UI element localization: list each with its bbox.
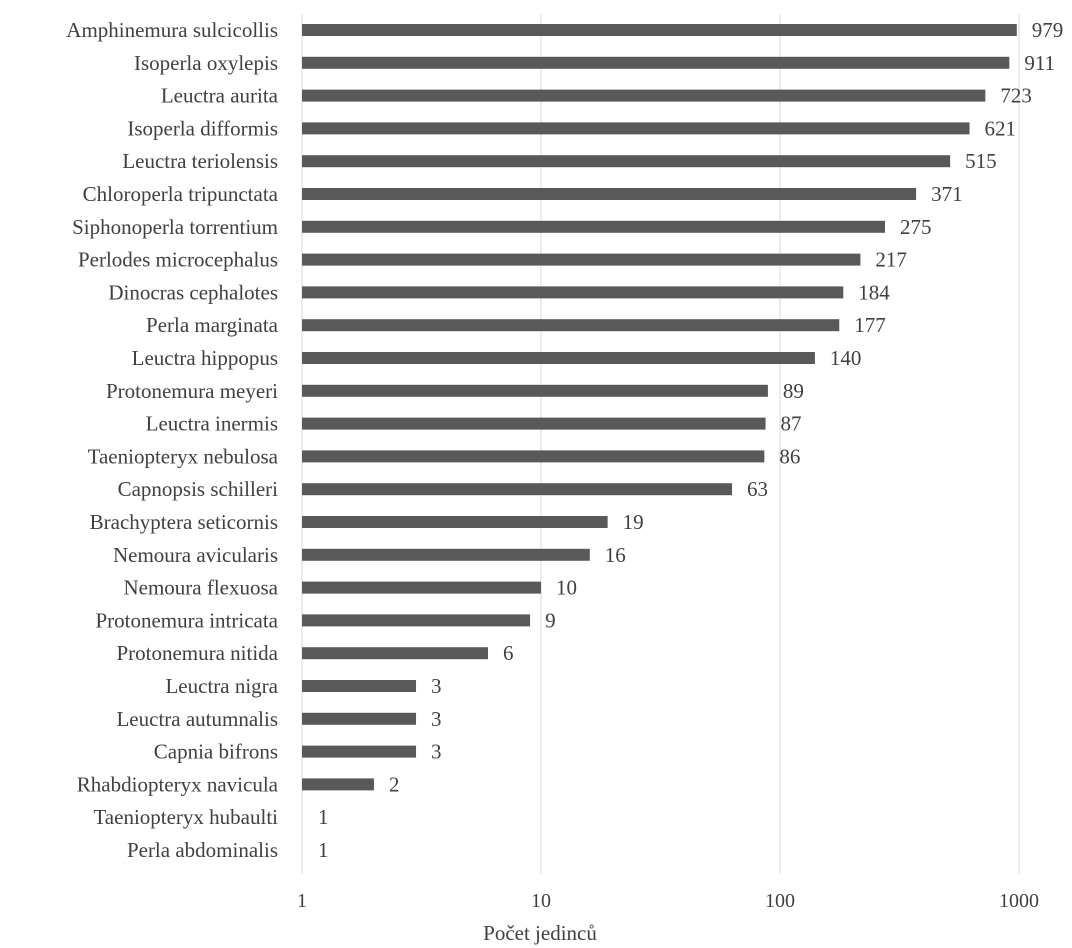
bar-value-label: 10 bbox=[556, 576, 577, 600]
category-label: Protonemura intricata bbox=[95, 608, 278, 632]
category-label: Capnopsis schilleri bbox=[118, 477, 279, 501]
bar bbox=[302, 548, 590, 561]
bar-value-label: 275 bbox=[900, 215, 932, 239]
bar-value-label: 184 bbox=[858, 280, 890, 304]
category-labels: Amphinemura sulcicollis Isoperla oxylepis… bbox=[66, 18, 278, 862]
category-label: Leuctra teriolensis bbox=[122, 149, 278, 173]
bar-value-label: 3 bbox=[431, 674, 442, 698]
bar bbox=[302, 778, 374, 791]
x-tick-label: 10 bbox=[531, 890, 551, 912]
bar bbox=[302, 745, 417, 758]
category-label: Perla marginata bbox=[146, 313, 279, 337]
bar bbox=[302, 56, 1010, 69]
bar bbox=[302, 450, 765, 463]
bar-value-label: 1 bbox=[318, 805, 329, 829]
category-label: Protonemura meyeri bbox=[106, 379, 278, 403]
bar-value-label: 140 bbox=[830, 346, 862, 370]
bar-value-label: 515 bbox=[965, 149, 997, 173]
bar bbox=[302, 122, 970, 135]
bar-value-label: 1 bbox=[318, 838, 329, 862]
category-label: Siphonoperla torrentium bbox=[72, 215, 278, 239]
bar-value-label: 87 bbox=[781, 412, 802, 436]
bar-value-label: 911 bbox=[1024, 51, 1055, 75]
bar bbox=[302, 220, 886, 233]
category-label: Leuctra autumnalis bbox=[116, 707, 278, 731]
bar-value-label: 371 bbox=[931, 182, 963, 206]
x-tick-label: 100 bbox=[765, 890, 795, 912]
bar-value-label: 63 bbox=[747, 477, 768, 501]
category-label: Isoperla difformis bbox=[127, 116, 278, 140]
x-tick-label: 1 bbox=[297, 890, 307, 912]
bar bbox=[302, 680, 417, 692]
category-label: Isoperla oxylepis bbox=[134, 51, 278, 75]
bar-value-label: 9 bbox=[545, 608, 556, 632]
bar bbox=[302, 89, 986, 102]
x-axis-title: Počet jedinců bbox=[483, 921, 597, 945]
bar-value-label: 16 bbox=[605, 543, 626, 567]
category-label: Dinocras cephalotes bbox=[108, 280, 278, 304]
category-label: Nemoura avicularis bbox=[113, 543, 278, 567]
bar-value-label: 621 bbox=[985, 116, 1017, 140]
category-label: Chloroperla tripunctata bbox=[83, 182, 279, 206]
bar-value-label: 217 bbox=[875, 248, 907, 272]
bars bbox=[302, 24, 1017, 791]
category-label: Taeniopteryx nebulosa bbox=[88, 444, 279, 468]
category-label: Nemoura flexuosa bbox=[123, 576, 278, 600]
bar-value-label: 19 bbox=[623, 510, 644, 534]
bar bbox=[302, 188, 917, 200]
bar-value-label: 89 bbox=[783, 379, 804, 403]
bar bbox=[302, 319, 840, 332]
bar bbox=[302, 253, 861, 266]
bar-value-label: 86 bbox=[779, 444, 800, 468]
bar bbox=[302, 581, 541, 594]
bar-value-label: 723 bbox=[1000, 84, 1031, 108]
bar bbox=[302, 155, 951, 168]
category-label: Rhabdiopteryx navicula bbox=[77, 772, 279, 796]
bar bbox=[302, 483, 733, 496]
bar bbox=[302, 614, 531, 627]
category-label: Taeniopteryx hubaulti bbox=[93, 805, 278, 829]
bar-value-label: 177 bbox=[854, 313, 886, 337]
category-label: Leuctra hippopus bbox=[132, 346, 278, 370]
category-label: Brachyptera seticornis bbox=[90, 510, 278, 534]
x-tick-labels: 1 10 100 1000 bbox=[297, 890, 1039, 912]
bar-value-label: 6 bbox=[503, 641, 514, 665]
category-label: Leuctra aurita bbox=[161, 84, 279, 108]
category-label: Amphinemura sulcicollis bbox=[66, 18, 278, 42]
bar bbox=[302, 286, 844, 299]
category-label: Capnia bifrons bbox=[154, 740, 278, 764]
category-label: Leuctra inermis bbox=[146, 412, 278, 436]
category-label: Protonemura nitida bbox=[116, 641, 278, 665]
x-tick-label: 1000 bbox=[999, 890, 1039, 912]
bar-value-label: 3 bbox=[431, 707, 442, 731]
bar bbox=[302, 647, 488, 660]
value-labels: 9799117236215153712752171841771408987866… bbox=[318, 18, 1063, 862]
bar-value-label: 979 bbox=[1032, 18, 1064, 42]
category-label: Leuctra nigra bbox=[165, 674, 278, 698]
bar bbox=[302, 516, 608, 528]
category-label: Perla abdominalis bbox=[127, 838, 278, 862]
bar bbox=[302, 24, 1017, 36]
bar bbox=[302, 384, 768, 397]
gridlines bbox=[301, 14, 1020, 874]
bar bbox=[302, 712, 417, 725]
bar bbox=[302, 417, 766, 430]
bar-value-label: 3 bbox=[431, 740, 442, 764]
bar-value-label: 2 bbox=[389, 772, 400, 796]
bar bbox=[302, 352, 815, 364]
category-label: Perlodes microcephalus bbox=[78, 248, 278, 272]
